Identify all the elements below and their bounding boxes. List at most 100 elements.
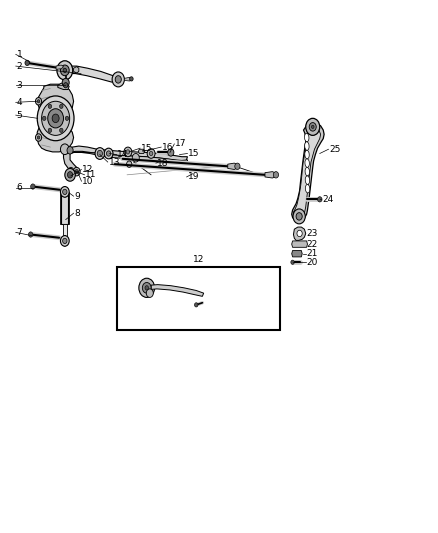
Bar: [117, 266, 280, 330]
Circle shape: [60, 104, 63, 108]
Circle shape: [25, 60, 29, 66]
Circle shape: [293, 209, 305, 224]
Circle shape: [124, 147, 132, 157]
Polygon shape: [265, 172, 276, 178]
Text: 4: 4: [17, 98, 22, 107]
Circle shape: [65, 116, 69, 120]
Circle shape: [37, 100, 40, 103]
Circle shape: [42, 101, 70, 135]
Polygon shape: [74, 67, 79, 73]
Circle shape: [147, 149, 155, 158]
Circle shape: [311, 125, 314, 128]
Polygon shape: [292, 251, 302, 257]
Circle shape: [52, 114, 59, 123]
Circle shape: [115, 76, 121, 83]
Polygon shape: [68, 152, 187, 164]
Circle shape: [309, 123, 316, 131]
Circle shape: [168, 149, 174, 156]
Circle shape: [73, 167, 80, 176]
Circle shape: [60, 187, 69, 197]
Circle shape: [42, 116, 46, 120]
Polygon shape: [58, 83, 69, 90]
Text: 19: 19: [187, 173, 199, 181]
Circle shape: [106, 151, 111, 156]
Polygon shape: [293, 227, 306, 240]
Text: 10: 10: [82, 177, 94, 185]
Text: 18: 18: [157, 159, 168, 167]
Circle shape: [130, 77, 133, 81]
Polygon shape: [56, 65, 64, 69]
Circle shape: [112, 72, 124, 87]
Polygon shape: [293, 128, 321, 219]
Circle shape: [57, 61, 73, 80]
Circle shape: [63, 189, 67, 195]
Circle shape: [62, 78, 69, 87]
Circle shape: [64, 83, 68, 88]
Ellipse shape: [305, 184, 310, 193]
Text: 13: 13: [109, 158, 120, 166]
Circle shape: [306, 118, 320, 135]
Ellipse shape: [305, 159, 309, 167]
Circle shape: [35, 98, 42, 105]
Circle shape: [291, 260, 294, 264]
Circle shape: [67, 172, 73, 178]
Circle shape: [235, 163, 240, 169]
Polygon shape: [37, 84, 74, 152]
Polygon shape: [64, 148, 77, 174]
Polygon shape: [292, 124, 324, 221]
Polygon shape: [228, 163, 237, 169]
Circle shape: [60, 65, 69, 76]
Circle shape: [60, 236, 69, 246]
Polygon shape: [61, 194, 68, 224]
Circle shape: [48, 128, 52, 133]
Polygon shape: [124, 77, 131, 81]
Circle shape: [318, 197, 322, 202]
Polygon shape: [67, 146, 187, 161]
Polygon shape: [64, 66, 118, 82]
Text: 1: 1: [17, 50, 22, 59]
Polygon shape: [67, 192, 69, 224]
Circle shape: [48, 109, 64, 128]
Polygon shape: [61, 188, 68, 197]
Circle shape: [296, 213, 302, 220]
Ellipse shape: [304, 133, 309, 142]
Circle shape: [146, 289, 153, 297]
Text: 22: 22: [307, 240, 318, 248]
Circle shape: [28, 232, 33, 237]
Ellipse shape: [305, 167, 310, 176]
Circle shape: [145, 286, 148, 290]
Text: 16: 16: [162, 143, 173, 151]
Circle shape: [95, 148, 105, 159]
Circle shape: [31, 184, 35, 189]
Circle shape: [104, 148, 113, 159]
Text: 8: 8: [74, 209, 80, 217]
Polygon shape: [61, 236, 68, 246]
Circle shape: [132, 154, 139, 162]
Text: 20: 20: [307, 258, 318, 266]
Text: 14: 14: [117, 150, 129, 159]
Circle shape: [63, 68, 67, 72]
Text: 15: 15: [141, 144, 152, 152]
Circle shape: [194, 303, 198, 307]
Ellipse shape: [305, 176, 310, 184]
Circle shape: [48, 104, 52, 108]
Text: 21: 21: [307, 249, 318, 258]
Polygon shape: [292, 241, 307, 247]
Circle shape: [273, 172, 279, 178]
Polygon shape: [60, 192, 62, 224]
Circle shape: [37, 96, 74, 141]
Text: 5: 5: [17, 111, 22, 119]
Circle shape: [149, 151, 153, 156]
Ellipse shape: [305, 150, 309, 159]
Text: 7: 7: [17, 228, 22, 237]
Text: 11: 11: [85, 171, 97, 179]
Text: 12: 12: [82, 165, 94, 174]
Circle shape: [35, 134, 42, 141]
Text: 24: 24: [322, 195, 333, 204]
Circle shape: [297, 230, 302, 237]
Circle shape: [127, 161, 132, 167]
Text: 9: 9: [74, 192, 80, 200]
Circle shape: [97, 150, 102, 157]
Circle shape: [63, 238, 67, 244]
Circle shape: [68, 167, 74, 174]
